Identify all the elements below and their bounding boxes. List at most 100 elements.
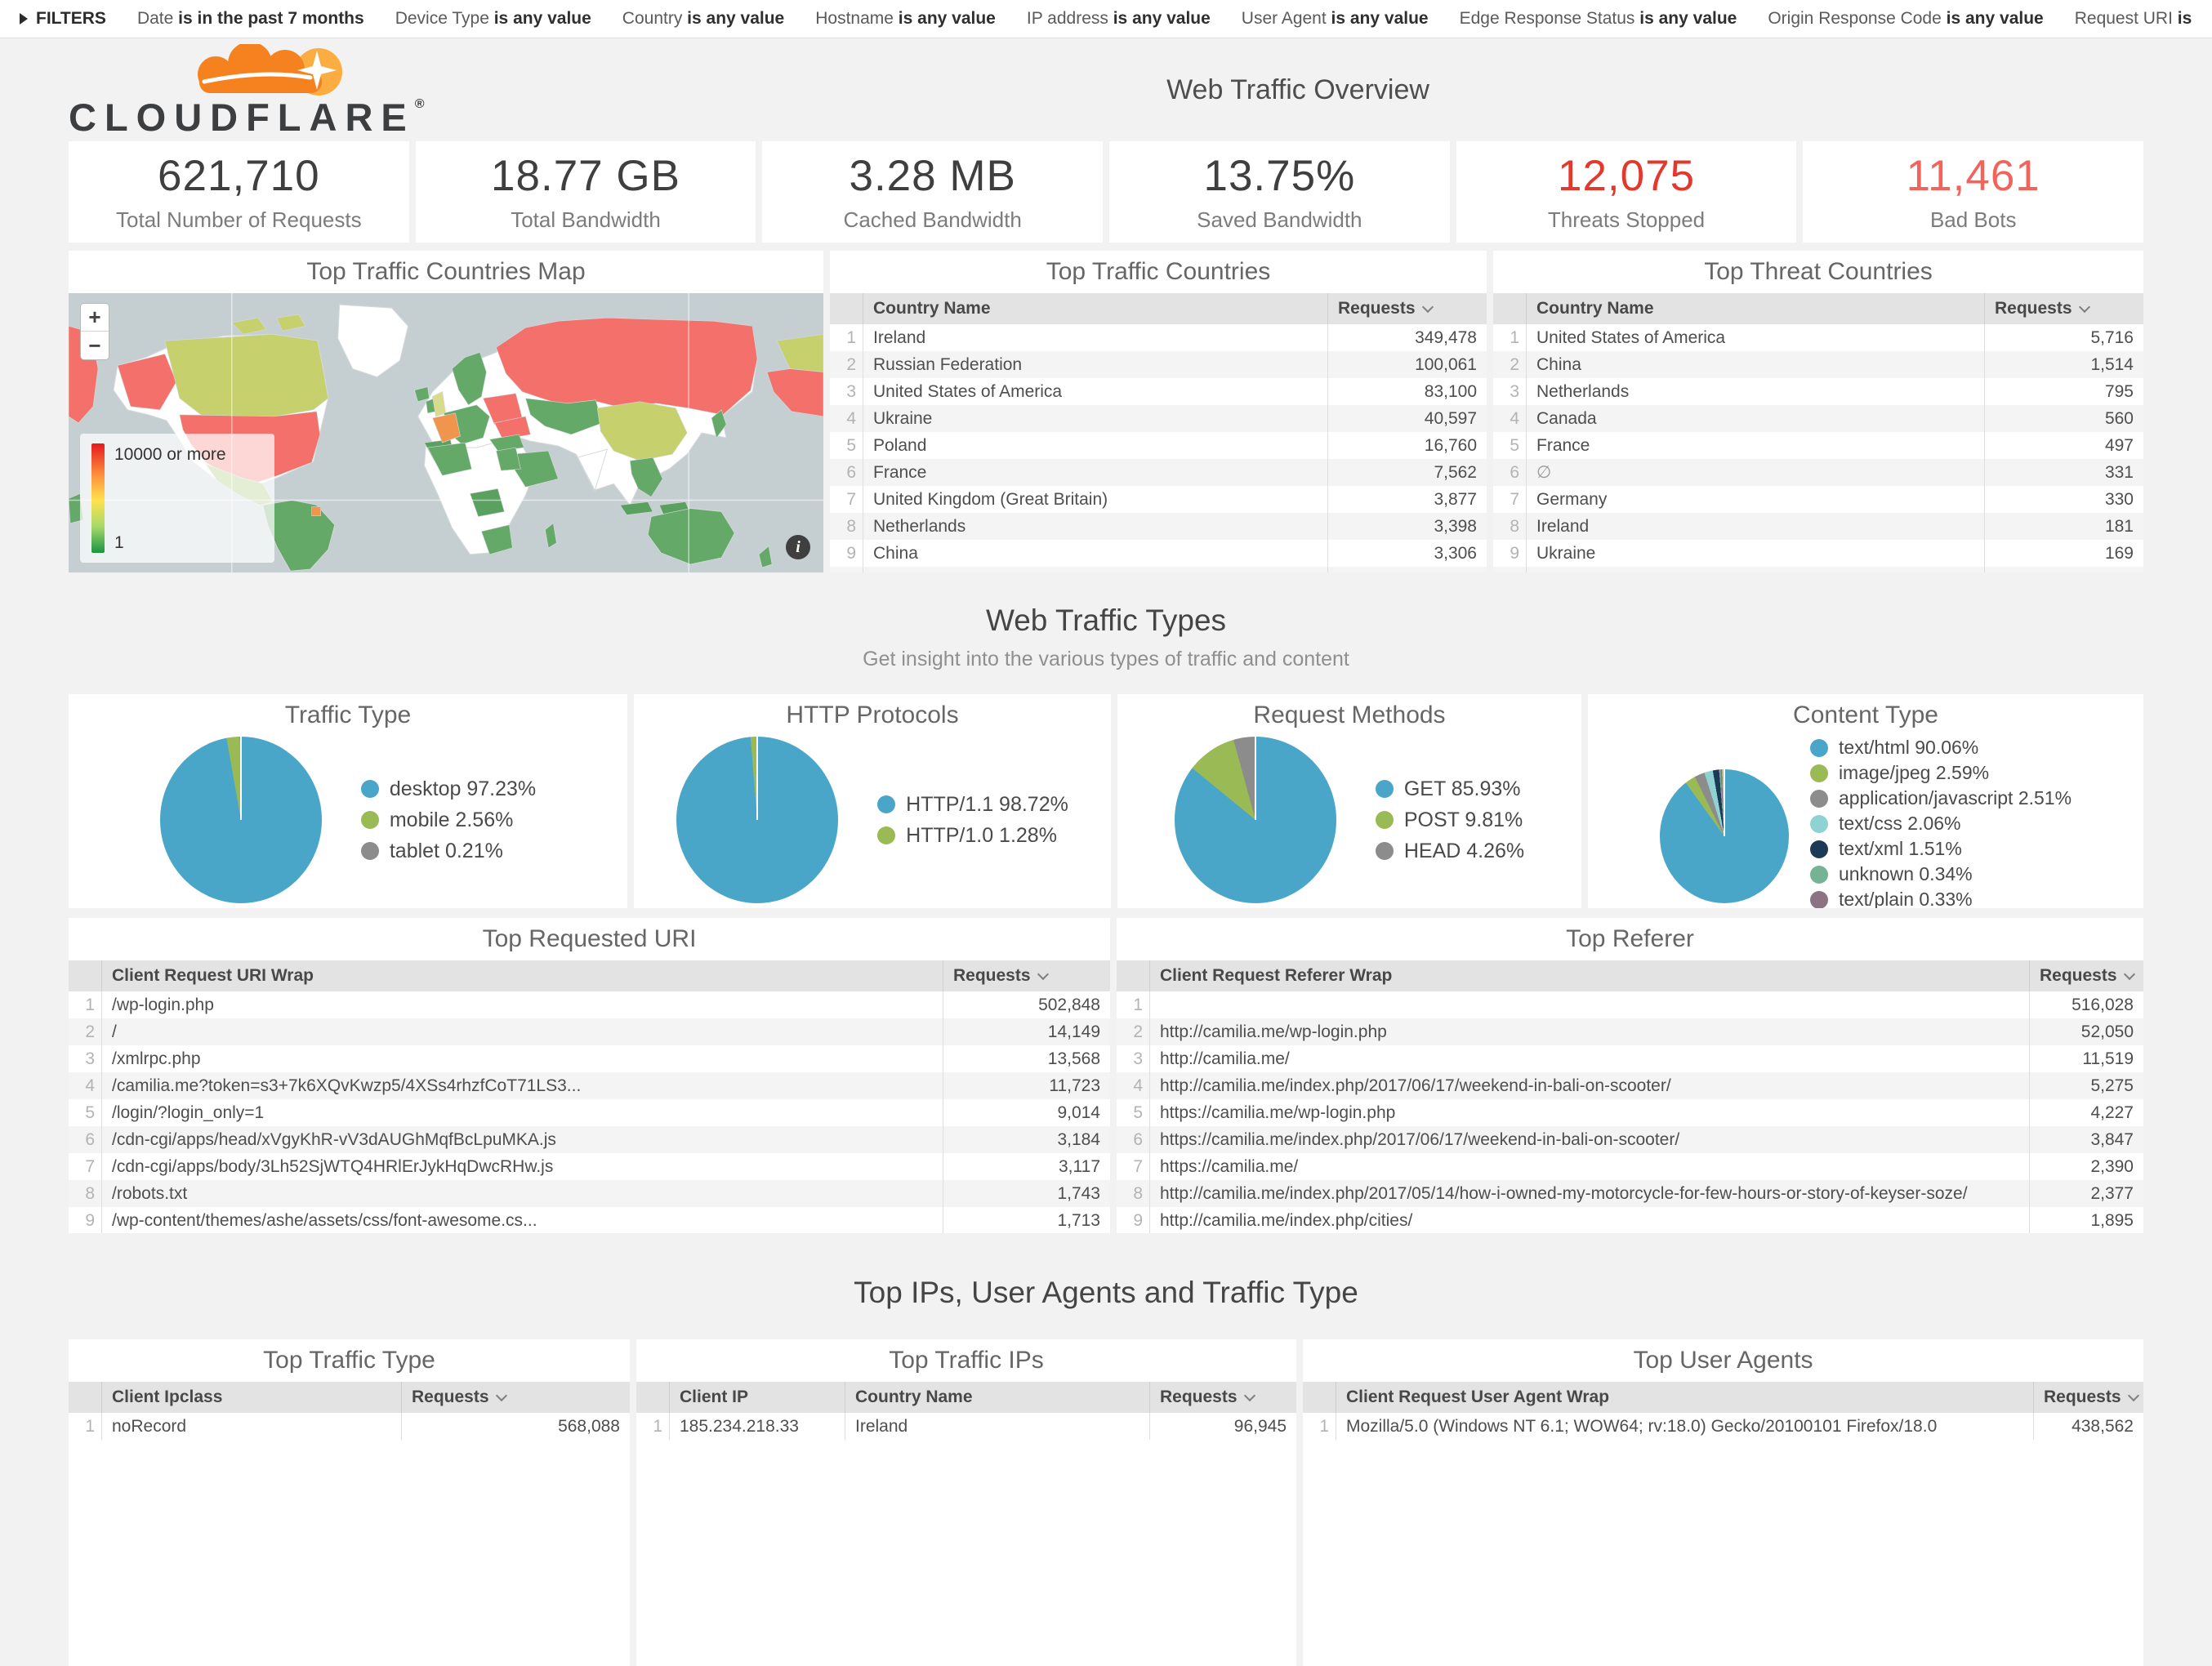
table-row[interactable]: 5 France 497 — [1493, 432, 2143, 459]
column-header[interactable]: Country Name — [1526, 293, 1984, 324]
legend-item[interactable]: GET 85.93% — [1375, 777, 1524, 801]
world-map[interactable]: + − 10000 or more 1 i — [69, 293, 823, 572]
table-row[interactable]: 8 Netherlands 3,398 — [830, 513, 1487, 540]
column-header[interactable]: Country Name — [863, 293, 1327, 324]
table-row[interactable]: 3/xmlrpc.php 13,568 — [69, 1045, 1110, 1072]
legend-label: mobile 2.56% — [389, 808, 514, 831]
table-row[interactable]: 10Singapore158 — [1493, 567, 2143, 572]
table-row[interactable]: 2 http://camilia.me/wp-login.php 52,050 — [1117, 1018, 2143, 1045]
legend-item[interactable]: mobile 2.56% — [360, 808, 536, 832]
table-row[interactable]: 1 Mozilla/5.0 (Windows NT 6.1; WOW64; rv:… — [1303, 1413, 2143, 1440]
legend-item[interactable]: application/javascript 2.51% — [1809, 787, 2072, 809]
column-header[interactable]: Requests — [2029, 960, 2143, 991]
legend-item[interactable]: text/html 90.06% — [1809, 737, 2072, 759]
column-header[interactable]: Country Name — [845, 1382, 1149, 1413]
filter-item[interactable]: Date is in the past 7 months — [137, 9, 364, 29]
column-label: Requests — [2040, 966, 2117, 985]
filter-item[interactable]: IP address is any value — [1027, 9, 1211, 29]
legend-item[interactable]: desktop 97.23% — [360, 777, 536, 801]
cell: United Kingdom (Great Britain) — [863, 486, 1327, 513]
table-row[interactable]: 7 Germany 330 — [1493, 486, 2143, 513]
table-row[interactable]: 5/login/?login_only=1 9,014 — [69, 1099, 1110, 1126]
filter-item[interactable]: User Agent is any value — [1242, 9, 1429, 29]
table-row[interactable]: 1 185.234.218.33 Ireland 96,945 — [636, 1413, 1296, 1440]
table-row[interactable]: 6 France 7,562 — [830, 459, 1487, 486]
column-header[interactable]: Client Ipclass — [101, 1382, 401, 1413]
table-row[interactable]: 4 http://camilia.me/index.php/2017/06/17/… — [1117, 1072, 2143, 1099]
filter-item[interactable]: Country is any value — [622, 9, 784, 29]
column-header[interactable]: Requests — [1149, 1382, 1296, 1413]
column-label: Requests — [1338, 299, 1416, 318]
table-row[interactable]: 4 Canada 560 — [1493, 405, 2143, 432]
legend-item[interactable]: text/xml 1.51% — [1809, 838, 2072, 860]
table-row[interactable]: 10Canada2,245 — [830, 567, 1487, 572]
table-row[interactable]: 8 http://camilia.me/index.php/2017/05/14/… — [1117, 1180, 2143, 1207]
table-row[interactable]: 3 http://camilia.me/11,519 — [1117, 1045, 2143, 1072]
legend-item[interactable]: HTTP/1.1 98.72% — [877, 793, 1068, 817]
column-header[interactable]: Client IP — [669, 1382, 845, 1413]
table-row[interactable]: 1/wp-login.php 502,848 — [69, 991, 1110, 1018]
table-row[interactable]: 9 http://camilia.me/index.php/cities/1,89… — [1117, 1207, 2143, 1233]
filter-item[interactable]: Request URI is any value — [2075, 9, 2192, 29]
legend-item[interactable]: HEAD 4.26% — [1375, 840, 1524, 863]
legend-item[interactable]: POST 9.81% — [1375, 808, 1524, 832]
table-row[interactable]: 5 https://camilia.me/wp-login.php 4,227 — [1117, 1099, 2143, 1126]
table-row[interactable]: 3 United States of America 83,100 — [830, 378, 1487, 405]
row-index: 9 — [1133, 1210, 1143, 1230]
table-row[interactable]: 4/camilia.me?token=s3+7k6XQvKwzp5/4XSs4r… — [69, 1072, 1110, 1099]
filter-item[interactable]: Hostname is any value — [815, 9, 996, 29]
column-header[interactable]: Client Request Referer Wrap — [1149, 960, 2029, 991]
column-header[interactable]: Requests — [1327, 293, 1487, 324]
table-row[interactable]: 1 Ireland 349,478 — [830, 324, 1487, 351]
kpi-card: 12,075 Threats Stopped — [1456, 141, 1797, 243]
pie-chart[interactable] — [1659, 769, 1789, 903]
legend-item[interactable]: text/plain 0.33% — [1809, 889, 2072, 908]
table-row[interactable]: 9 China 3,306 — [830, 540, 1487, 567]
table-row[interactable]: 2 /14,149 — [69, 1018, 1110, 1045]
table-row[interactable]: 4 Ukraine 40,597 — [830, 405, 1487, 432]
pie-chart[interactable] — [159, 737, 322, 903]
filter-item[interactable]: Device Type is any value — [395, 9, 591, 29]
table-row[interactable]: 6 ∅ 331 — [1493, 459, 2143, 486]
filter-item[interactable]: Origin Response Code is any value — [1768, 9, 2043, 29]
table-row[interactable]: 7 United Kingdom (Great Britain) 3,877 — [830, 486, 1487, 513]
zoom-in-button[interactable]: + — [81, 304, 109, 332]
column-label: Requests — [1160, 1388, 1238, 1406]
legend-item[interactable]: tablet 0.21% — [360, 840, 536, 863]
filters-toggle[interactable]: FILTERS — [20, 9, 106, 29]
cell: United States of America — [1526, 324, 1984, 351]
legend-item[interactable]: HTTP/1.0 1.28% — [877, 824, 1068, 848]
table-row[interactable]: 1 516,028 — [1117, 991, 2143, 1018]
table-row[interactable]: 6 https://camilia.me/index.php/2017/06/17… — [1117, 1126, 2143, 1153]
table-row[interactable]: 7/cdn-cgi/apps/body/3Lh52SjWTQ4HRlErJykH… — [69, 1153, 1110, 1180]
row-index: 6 — [846, 462, 856, 482]
table-row[interactable]: 6/cdn-cgi/apps/head/xVgyKhR-vV3dAUGhMqfB… — [69, 1126, 1110, 1153]
column-header[interactable]: Requests — [1984, 293, 2143, 324]
column-header[interactable]: Client Request URI Wrap — [101, 960, 943, 991]
table-row[interactable]: 8/robots.txt 1,743 — [69, 1180, 1110, 1207]
table-row[interactable]: 7 https://camilia.me/2,390 — [1117, 1153, 2143, 1180]
table-row[interactable]: 2 China 1,514 — [1493, 351, 2143, 378]
legend-item[interactable]: text/css 2.06% — [1809, 813, 2072, 835]
map-info-icon[interactable]: i — [786, 535, 810, 559]
legend-item[interactable]: image/jpeg 2.59% — [1809, 762, 2072, 784]
zoom-out-button[interactable]: − — [81, 332, 109, 359]
column-header[interactable]: Requests — [2033, 1382, 2143, 1413]
filter-field: Hostname — [815, 9, 899, 28]
table-row[interactable]: 9 Ukraine 169 — [1493, 540, 2143, 567]
pie-chart[interactable] — [676, 737, 839, 903]
table-row[interactable]: 1 United States of America 5,716 — [1493, 324, 2143, 351]
table-row[interactable]: 1 noRecord 568,088 — [69, 1413, 630, 1440]
column-header[interactable]: Client Request User Agent Wrap — [1336, 1382, 2033, 1413]
pie-chart[interactable] — [1174, 737, 1336, 903]
table-row[interactable]: 2 Russian Federation 100,061 — [830, 351, 1487, 378]
table-row[interactable]: 8 Ireland 181 — [1493, 513, 2143, 540]
table-row[interactable]: 9/wp-content/themes/ashe/assets/css/font… — [69, 1207, 1110, 1233]
column-header[interactable]: Requests — [943, 960, 1110, 991]
column-header[interactable]: Requests — [401, 1382, 630, 1413]
table-row[interactable]: 5 Poland 16,760 — [830, 432, 1487, 459]
legend-item[interactable]: unknown 0.34% — [1809, 863, 2072, 885]
filter-item[interactable]: Edge Response Status is any value — [1460, 9, 1737, 29]
table-row[interactable]: 3 Netherlands 795 — [1493, 378, 2143, 405]
cell: 3,306 — [1327, 540, 1487, 567]
